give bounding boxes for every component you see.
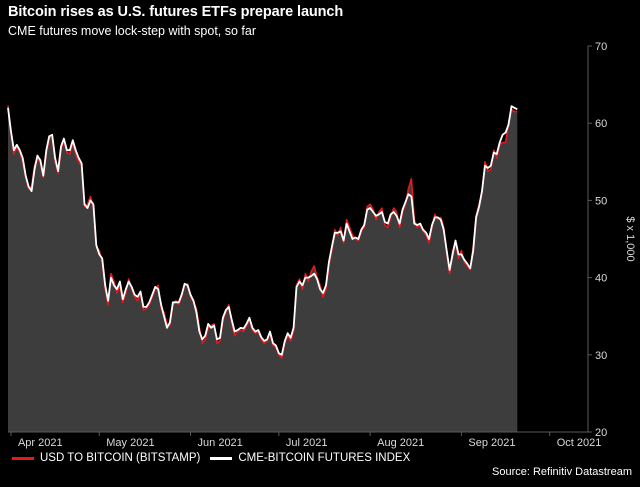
- y-tick-label: 70: [595, 41, 607, 53]
- legend-item-spot: USD TO BITCOIN (BITSTAMP): [12, 452, 200, 464]
- chart-legend: USD TO BITCOIN (BITSTAMP) CME-BITCOIN FU…: [12, 452, 410, 464]
- legend-label-spot: USD TO BITCOIN (BITSTAMP): [40, 452, 201, 464]
- x-tick-label: Jul 2021: [286, 437, 328, 449]
- x-tick-label: Apr 2021: [18, 437, 63, 449]
- y-axis-title: $ x 1,000: [624, 216, 636, 261]
- chart-subtitle: CME futures move lock-step with spot, so…: [8, 24, 257, 38]
- area-fill: [8, 105, 518, 433]
- y-tick-label: 30: [595, 350, 607, 362]
- x-tick-label: Jun 2021: [198, 437, 243, 449]
- x-tick-label: May 2021: [106, 437, 154, 449]
- legend-item-futures: CME-BITCOIN FUTURES INDEX: [210, 452, 410, 464]
- source-note: Source: Refinitiv Datastream: [492, 466, 632, 478]
- x-tick-label: Aug 2021: [377, 437, 424, 449]
- chart-title: Bitcoin rises as U.S. futures ETFs prepa…: [8, 4, 344, 20]
- x-tick-label: Oct 2021: [557, 437, 602, 449]
- y-tick-label: 40: [595, 273, 607, 285]
- legend-swatch-red-icon: [12, 456, 34, 460]
- legend-swatch-white-icon: [210, 456, 233, 460]
- x-tick-label: Sep 2021: [468, 437, 515, 449]
- y-tick-label: 60: [595, 118, 607, 130]
- y-tick-label: 50: [595, 195, 607, 207]
- legend-label-futures: CME-BITCOIN FUTURES INDEX: [238, 452, 411, 464]
- y-tick-label: 20: [595, 427, 607, 439]
- series-line-futures: [7, 105, 518, 356]
